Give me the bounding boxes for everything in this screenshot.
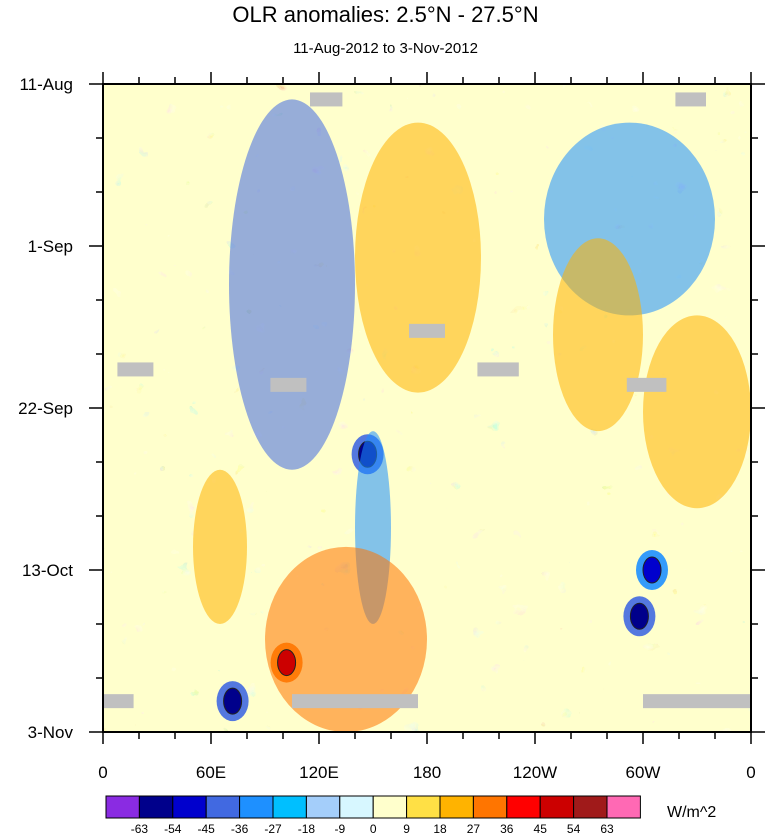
missing-data-segment: [409, 323, 445, 338]
positive-anomaly-region: [265, 546, 427, 732]
colorbar-label: -36: [231, 822, 249, 834]
colorbar-swatch: [138, 795, 174, 819]
colorbar-label: 45: [534, 822, 548, 834]
colorbar-label: -18: [298, 822, 316, 834]
colorbar-swatch: [472, 795, 508, 819]
positive-anomaly-region: [643, 315, 751, 509]
colorbar-label: 0: [370, 822, 377, 834]
x-axis-labels: 0 60E 120E 180 120W 60W 0: [98, 763, 755, 782]
x-tick-label: 120E: [299, 763, 339, 782]
colorbar-label: -63: [131, 822, 149, 834]
y-tick-label: 11-Aug: [19, 75, 73, 94]
colorbar-swatch: [172, 795, 207, 819]
colorbar-swatch: [606, 795, 641, 819]
missing-data-segment: [292, 694, 418, 709]
colorbar-swatch: [439, 795, 474, 819]
positive-anomaly-region: [193, 469, 247, 624]
negative_minimum: [223, 687, 243, 715]
x-tick-label: 0: [98, 763, 107, 782]
chart-subtitle: 11-Aug-2012 to 3-Nov-2012: [293, 40, 478, 57]
colorbar-swatch: [105, 795, 140, 819]
olr-anomaly-field: [103, 84, 751, 732]
positive-anomaly-region: [355, 122, 481, 393]
colorbar-swatch: [573, 795, 608, 819]
chart-title: OLR anomalies: 2.5°N - 27.5°N: [232, 2, 539, 27]
colorbar-units: W/m^2: [667, 804, 716, 821]
missing-data-segments: [103, 92, 751, 709]
missing-data-segment: [643, 694, 751, 709]
anomaly-features: [193, 99, 751, 732]
missing-data-segment: [310, 92, 343, 107]
colorbar: -63 -54 -45 -36 -27 -18 -9 0 9 18 27 36 45 54 63: [105, 795, 641, 834]
colorbar-label: 27: [467, 822, 481, 834]
missing-data-segment: [117, 362, 154, 377]
y-tick-label: 22-Sep: [18, 399, 73, 418]
colorbar-label: -27: [264, 822, 282, 834]
y-tick-label: 13-Oct: [22, 561, 73, 580]
colorbar-label: 18: [433, 822, 447, 834]
colorbar-label: 63: [600, 822, 614, 834]
colorbar-label: -9: [334, 822, 345, 834]
x-tick-label: 60W: [626, 763, 661, 782]
y-axis-labels: 11-Aug 1-Sep 22-Sep 13-Oct 3-Nov: [18, 75, 73, 742]
colorbar-swatch: [506, 795, 541, 819]
colorbar-label: -45: [198, 822, 216, 834]
missing-data-segment: [270, 377, 307, 392]
colorbar-swatch: [205, 795, 241, 819]
colorbar-label: -54: [164, 822, 182, 834]
negative-anomaly-band: [229, 99, 355, 470]
positive-anomaly-region: [553, 238, 643, 432]
x-tick-label: 120W: [513, 763, 557, 782]
missing-data-segment: [477, 362, 519, 377]
axis-ticks: [89, 72, 765, 744]
y-tick-label: 1-Sep: [28, 237, 73, 256]
colorbar-label: 54: [567, 822, 581, 834]
colorbar-swatch: [539, 795, 575, 819]
y-tick-label: 3-Nov: [28, 723, 74, 742]
x-tick-label: 0: [746, 763, 755, 782]
colorbar-swatch: [372, 795, 408, 819]
missing-data-segment: [626, 377, 667, 392]
x-tick-label: 180: [413, 763, 441, 782]
x-tick-label: 60E: [196, 763, 226, 782]
negative_minimum: [629, 602, 649, 630]
colorbar-swatch: [272, 795, 307, 819]
negative_minimum: [642, 556, 662, 584]
colorbar-label: 9: [403, 822, 410, 834]
colorbar-label: 36: [500, 822, 514, 834]
positive_maximum: [277, 649, 297, 677]
colorbar-swatch: [406, 795, 441, 819]
missing-data-segment: [675, 92, 706, 107]
colorbar-swatch: [305, 795, 341, 819]
colorbar-swatch: [339, 795, 374, 819]
missing-data-segment: [103, 694, 134, 709]
colorbar-swatch: [239, 795, 274, 819]
